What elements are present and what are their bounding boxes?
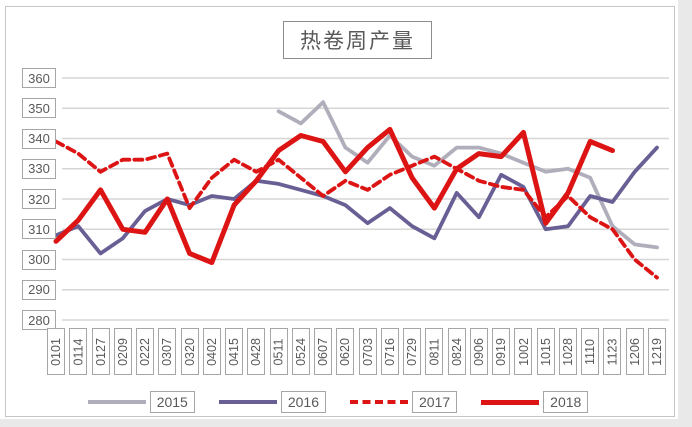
y-axis-label: 320 [22,189,56,209]
series-2016-line [54,145,659,256]
x-axis-label-text: 1002 [516,337,531,366]
x-axis-label: 0703 [358,328,377,375]
x-axis-label-text: 0511 [271,338,286,365]
x-axis-label: 1206 [625,328,644,375]
y-axis-label: 280 [22,310,56,330]
x-axis-label: 0307 [158,328,177,375]
x-axis-label: 0811 [425,328,444,375]
x-axis-label: 0222 [136,328,155,375]
x-axis-label-text: 0320 [182,337,197,366]
legend-label-2018: 2018 [543,391,589,413]
chart-title-box: 热卷周产量 [283,21,432,59]
x-axis-label: 0127 [91,328,110,375]
bottom-margin-strip [0,419,692,427]
x-axis-label: 0101 [47,328,65,375]
x-axis-label: 0415 [225,328,244,375]
x-axis-label-text: 0919 [494,337,509,366]
x-axis-label: 0428 [247,328,266,375]
x-axis-label: 0620 [336,328,355,375]
y-axis-label: 340 [22,128,56,149]
right-margin-strip [678,0,692,427]
x-axis-label-text: 0428 [249,337,264,366]
series-2018-line [53,126,615,265]
x-axis-label: 0511 [269,328,288,375]
x-axis-label-text: 1110 [583,338,598,365]
x-axis-label: 1002 [514,328,533,375]
x-axis-label: 0114 [69,328,88,375]
x-axis-label: 0402 [202,328,221,375]
x-axis-label-text: 0703 [360,337,375,366]
y-axis-label: 310 [22,219,56,240]
x-axis-label: 0607 [314,328,333,375]
x-axis-label-text: 0620 [338,337,353,366]
x-axis-label-text: 0906 [471,337,486,366]
x-axis-label-text: 0716 [382,337,397,366]
x-axis-label: 0919 [492,328,511,375]
x-axis-label-text: 1015 [538,337,553,366]
legend-item-2015: 2015 [87,391,195,413]
x-axis-label-text: 0824 [449,337,464,366]
x-axis-label: 1110 [581,328,600,375]
x-axis-label-text: 1028 [560,337,575,366]
legend-swatch-2015 [87,400,146,404]
legend-label-2016: 2016 [280,391,326,413]
legend-item-2017: 2017 [350,391,458,413]
legend-swatch-2016 [218,400,277,404]
legend-item-2016: 2016 [218,391,326,413]
x-axis-label: 1219 [648,328,666,375]
x-axis-label-text: 0114 [71,338,86,365]
x-axis-label-text: 0729 [405,337,420,366]
legend-label-2015: 2015 [149,391,195,413]
x-axis-label: 1028 [558,328,577,375]
x-axis-label: 0906 [469,328,488,375]
x-axis-label-text: 1206 [627,337,642,366]
x-axis-label: 0729 [403,328,422,375]
x-axis-label: 0209 [113,328,132,375]
x-axis-label-text: 0222 [138,337,153,366]
legend-item-2018: 2018 [481,391,589,413]
chart-title: 热卷周产量 [300,30,415,53]
x-axis-label: 0524 [291,328,310,375]
x-axis-label-text: 0524 [293,337,308,366]
x-axis-label-text: 1123 [605,338,620,365]
x-axis-label: 0824 [447,328,466,375]
x-axis-label: 1015 [536,328,555,375]
x-axis-label: 1123 [603,328,622,375]
legend-swatch-2017 [350,400,408,404]
x-axis-label-text: 0811 [427,338,442,365]
x-axis-label-text: 0209 [115,337,130,366]
legend-label-2017: 2017 [412,391,458,413]
y-axis-label: 300 [22,249,56,270]
x-axis-label-text: 0307 [160,337,175,366]
y-axis-label: 360 [22,68,56,88]
x-axis-label-text: 0607 [316,337,331,366]
x-axis-label-text: 0127 [93,337,108,366]
y-axis-label: 290 [22,279,56,300]
y-axis-label: 350 [22,98,56,119]
x-axis-label: 0716 [380,328,399,375]
x-axis-label-text: 0402 [204,337,219,366]
x-axis-label-text: 0101 [49,337,63,366]
x-axis-label-text: 0415 [227,337,242,366]
x-axis-label-text: 1219 [650,337,664,366]
series-2015-line [276,100,659,250]
y-axis-label: 330 [22,158,56,179]
legend-swatch-2018 [481,399,540,405]
legend: 2015 2016 2017 2018 [0,388,676,416]
x-axis-label: 0320 [180,328,199,375]
